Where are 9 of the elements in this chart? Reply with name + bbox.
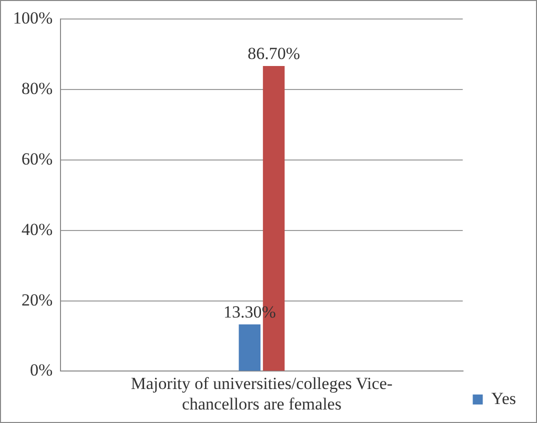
y-tick-label: 60% — [21, 149, 53, 168]
y-tick-label: 40% — [21, 220, 53, 239]
legend-label: Yes — [491, 388, 516, 408]
y-tick-label: 100% — [12, 8, 53, 28]
y-tick-label: 0% — [30, 360, 53, 380]
y-tick-label: 20% — [21, 290, 53, 310]
data-label: 86.70% — [248, 44, 300, 63]
x-tick-label: Majority of universities/colleges Vice-chancellors are females — [130, 374, 393, 414]
y-tick-label: 80% — [21, 79, 53, 98]
